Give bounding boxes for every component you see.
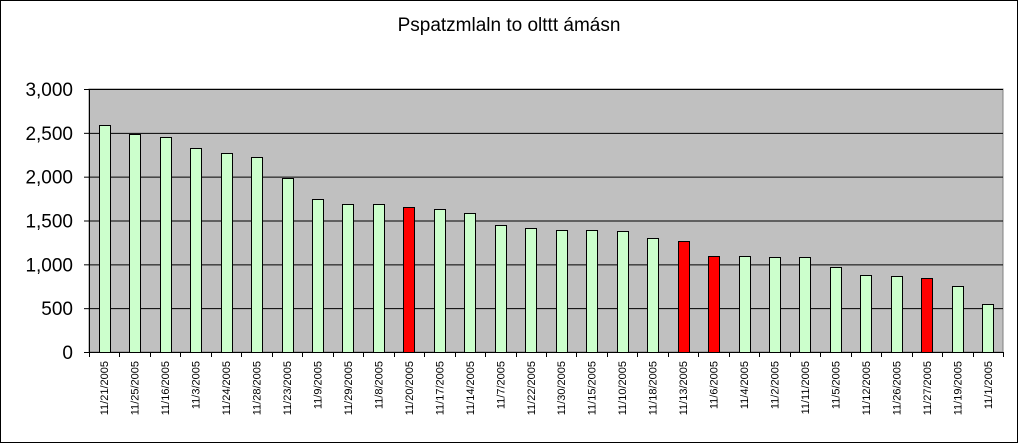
x-tick-label: 11/2/2005 [770,361,782,409]
x-tick-label: 11/13/2005 [678,361,690,415]
y-tick-label: 0 [62,343,73,364]
x-tick-label: 11/4/2005 [739,361,751,409]
x-tick-label: 11/12/2005 [861,361,873,415]
bar [464,213,476,353]
x-tick-label: 11/23/2005 [282,361,294,415]
bar [708,256,720,353]
x-tick-label: 11/11/2005 [800,361,812,414]
y-tick-label: 3,000 [25,80,73,101]
x-tick-label: 11/6/2005 [709,361,721,409]
bar [373,204,385,353]
bar [617,231,629,353]
bar [221,153,233,353]
x-tick-label: 11/26/2005 [891,361,903,415]
bar [830,267,842,353]
bar [312,199,324,353]
bar [251,157,263,353]
chart-title: Pspatzmlaln to olttt ámásn [397,15,621,36]
x-tick-label: 11/28/2005 [252,361,264,415]
y-tick-label: 2,500 [25,124,73,145]
x-tick-label: 11/7/2005 [495,361,507,409]
bar [525,228,537,353]
bar [282,178,294,353]
x-tick-label: 11/22/2005 [526,361,538,415]
x-tick-label: 11/10/2005 [617,361,629,415]
bar [99,125,111,353]
bar [952,286,964,353]
x-tick-label: 11/17/2005 [434,361,446,415]
x-tick-label: 11/21/2005 [99,361,111,415]
bar [190,148,202,353]
bar [860,275,872,353]
x-tick-label: 11/9/2005 [313,361,325,409]
bar [586,230,598,353]
x-tick-label: 11/30/2005 [556,361,568,415]
x-tick-label: 11/20/2005 [404,361,416,415]
bar [403,207,415,353]
bar [556,230,568,353]
bar [769,257,781,353]
x-tick-label: 11/5/2005 [830,361,842,409]
x-tick-label: 11/16/2005 [160,361,172,415]
bar [678,241,690,353]
y-tick-label: 1,500 [25,212,73,233]
x-tick-label: 11/8/2005 [373,361,385,409]
x-tick-label: 11/1/2005 [983,361,995,409]
x-tick-label: 11/14/2005 [465,361,477,415]
x-tick-label: 11/18/2005 [648,361,660,415]
bar [434,209,446,353]
bar [342,204,354,353]
bar [647,238,659,353]
x-tick-label: 11/19/2005 [952,361,964,415]
x-tick-label: 11/3/2005 [191,361,203,409]
x-tick-label: 11/27/2005 [922,361,934,415]
y-tick-label: 500 [41,299,73,320]
y-tick-label: 1,000 [25,255,73,276]
x-tick-label: 11/24/2005 [221,361,233,415]
bar [160,137,172,353]
y-tick-label: 2,000 [25,168,73,189]
bar [921,278,933,353]
bar [982,304,994,353]
x-tick-label: 11/15/2005 [587,361,599,415]
x-tick-label: 11/29/2005 [343,361,355,415]
bar [891,276,903,353]
x-tick-label: 11/25/2005 [130,361,142,415]
bar [129,134,141,353]
bar [799,257,811,353]
bar [739,256,751,353]
bar [495,225,507,353]
